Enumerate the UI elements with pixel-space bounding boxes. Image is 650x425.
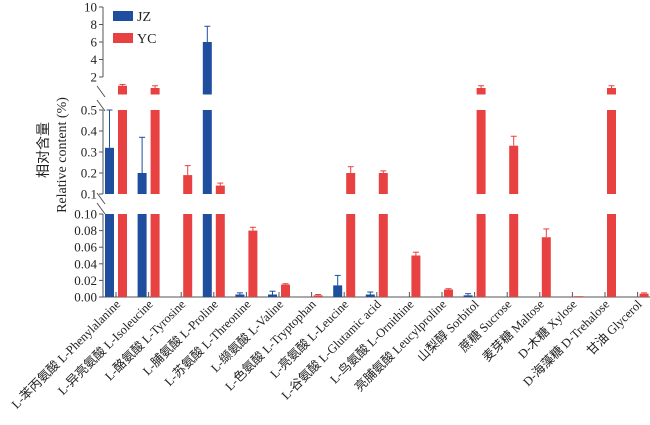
bar-yc-mid: [607, 110, 616, 194]
bar-jz-top: [202, 42, 212, 95]
bar-jz: [202, 214, 212, 297]
bar-yc-mid: [150, 110, 160, 194]
axis-break-mark: [96, 85, 106, 98]
bar-yc: [215, 214, 225, 297]
bar-yc: [639, 293, 649, 297]
bar-yc-top: [150, 88, 160, 95]
bar-yc: [444, 289, 453, 297]
bar-yc-mid: [215, 185, 225, 194]
bar-yc-mid: [509, 145, 519, 194]
bar-jz: [365, 294, 375, 297]
bar-yc: [378, 214, 388, 297]
bar-yc: [411, 255, 421, 297]
bar-yc-mid: [118, 110, 127, 194]
axis-break-mark: [96, 99, 106, 112]
y-tick-label: 0.5: [81, 103, 97, 118]
y-tick-label: 0.06: [74, 240, 97, 255]
bar-yc-mid: [346, 173, 356, 194]
legend-swatch-yc: [113, 33, 133, 43]
y-tick-label: 6: [91, 35, 98, 50]
legend-swatch-jz: [113, 11, 133, 21]
y-tick-label: 0.00: [74, 290, 97, 305]
bar-yc: [183, 214, 193, 297]
axes: 0.00 0.02 0.040.06 0.080.10 0.1 0.2 0.3 0.4 0.5 2…: [74, 0, 650, 305]
bar-yc-mid: [476, 110, 486, 194]
bar-yc-top: [118, 85, 127, 95]
bars: [105, 25, 649, 297]
bar-jz: [268, 294, 277, 297]
y-tick-label: 0.10: [74, 207, 97, 222]
legend-label-jz: JZ: [137, 10, 151, 25]
y-tick-label: 0.4: [81, 124, 98, 139]
y-tick-label: 0.04: [74, 256, 97, 271]
bar-jz-mid: [137, 173, 147, 194]
bar-jz-mid: [202, 110, 212, 194]
bar-yc: [281, 284, 290, 297]
bar-jz: [105, 214, 114, 297]
bar-jz: [333, 285, 343, 297]
y-tick-label: 0.1: [81, 187, 97, 202]
y-tick-label: 0.3: [81, 145, 97, 160]
y-tick-label: 0.2: [81, 166, 97, 181]
bar-yc: [509, 214, 519, 297]
bar-yc: [150, 214, 160, 297]
axis-break-mark: [96, 192, 106, 205]
legend: JZ YC: [113, 10, 156, 47]
bar-jz-mid: [105, 147, 114, 194]
y-axis-title-en: Relative content (%): [55, 97, 70, 213]
axis-break-mark: [96, 202, 106, 215]
y-tick-label: 0.02: [74, 273, 97, 288]
bar-yc: [541, 237, 551, 297]
bar-yc: [607, 214, 616, 297]
bar-yc-top: [476, 88, 486, 95]
y-tick-label: 2: [91, 70, 98, 85]
legend-label-yc: YC: [137, 32, 156, 47]
bar-yc-mid: [183, 175, 193, 194]
bar-jz: [463, 295, 473, 297]
bar-yc-top: [607, 88, 616, 95]
bar-yc: [476, 214, 486, 297]
y-tick-label: 8: [91, 17, 98, 32]
bar-jz: [137, 214, 147, 297]
bar-yc: [118, 214, 127, 297]
y-tick-label: 4: [91, 52, 98, 67]
bar-yc: [248, 230, 258, 297]
bar-yc: [346, 214, 356, 297]
bar-yc-mid: [378, 173, 388, 194]
bar-jz: [235, 294, 245, 297]
y-axis-title-cn: 相对含量: [36, 122, 52, 178]
bar-yc: [574, 296, 584, 297]
bar-yc: [313, 295, 323, 297]
y-tick-label: 0.08: [74, 223, 97, 238]
y-tick-label: 10: [84, 0, 97, 15]
